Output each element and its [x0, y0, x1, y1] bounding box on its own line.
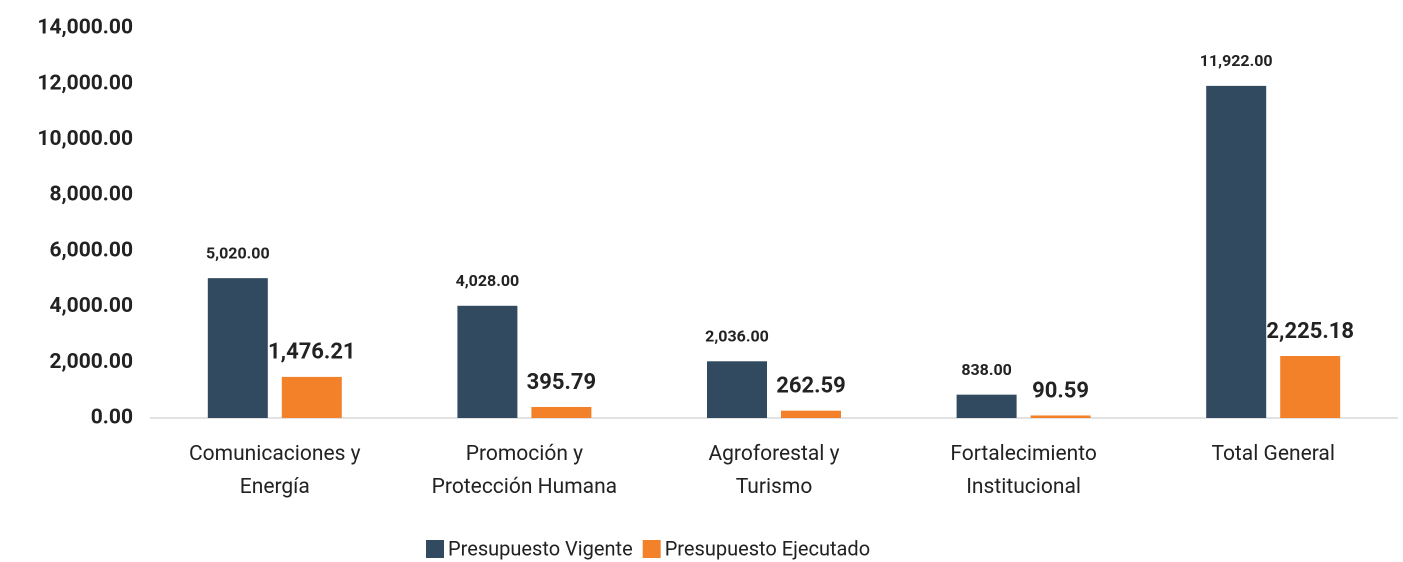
bar [207, 278, 268, 418]
x-tick-label: Agroforestal y Turismo [708, 442, 839, 499]
y-tick-label: 8,000.00 [49, 183, 133, 207]
value-label: 262.59 [776, 373, 846, 398]
y-tick-label: 6,000.00 [49, 238, 133, 262]
x-tick-label: Comunicaciones y Energía [189, 442, 361, 499]
x-tick-label: Fortalecimiento Institucional [950, 442, 1097, 499]
legend: Presupuesto Vigente Presupuesto Ejecutado [426, 536, 870, 560]
y-tick-label: 10,000.00 [37, 127, 133, 151]
bar [956, 394, 1017, 418]
value-label: 2,036.00 [705, 327, 769, 346]
y-tick-label: 12,000.00 [37, 71, 133, 95]
legend-swatch [642, 540, 661, 558]
x-tick-label: Promoción y Protección Humana [432, 442, 617, 499]
bar [707, 361, 767, 418]
y-tick-label: 4,000.00 [49, 294, 133, 318]
value-label: 4,028.00 [456, 271, 520, 290]
legend-label: Presupuesto Vigente [448, 536, 633, 560]
bar [1030, 415, 1091, 418]
x-tick-label: Total General [1211, 442, 1335, 466]
bar [1206, 85, 1267, 418]
value-label: 90.59 [1032, 378, 1089, 403]
value-label: 2,225.18 [1266, 319, 1354, 344]
y-tick-label: 0.00 [91, 406, 133, 430]
legend-label: Presupuesto Ejecutado [665, 536, 870, 560]
y-tick-label: 14,000.00 [37, 16, 133, 40]
bar [1280, 356, 1341, 418]
value-label: 1,476.21 [268, 340, 356, 365]
bar [457, 305, 518, 418]
bar [531, 406, 592, 418]
value-label: 838.00 [961, 360, 1012, 379]
value-label: 5,020.00 [206, 243, 270, 262]
bar [281, 376, 342, 418]
y-tick-label: 2,000.00 [49, 350, 133, 374]
value-label: 395.79 [527, 370, 597, 395]
value-label: 11,922.00 [1200, 51, 1273, 70]
bar [781, 410, 841, 418]
legend-swatch [426, 540, 444, 558]
